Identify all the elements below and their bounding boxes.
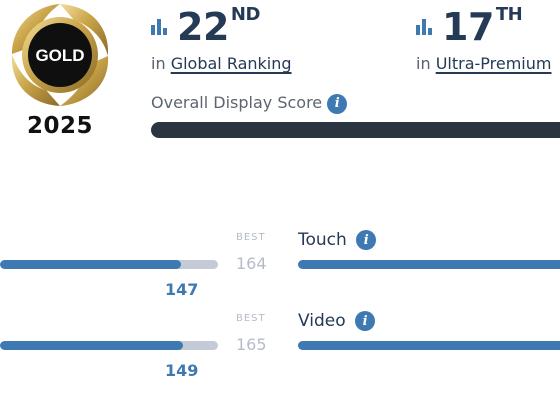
best-score-value: 164 xyxy=(236,254,267,273)
left-score-bar-track xyxy=(0,260,218,269)
touch-label: Touch xyxy=(298,230,347,250)
bar-chart-icon xyxy=(151,19,167,35)
global-rank-number: 22 ND xyxy=(177,4,260,49)
global-rank-suffix: ND xyxy=(230,4,261,25)
touch-score-bar xyxy=(298,260,560,269)
left-score-bar-track xyxy=(0,341,218,350)
left-score-value: 147 xyxy=(165,280,199,299)
overall-score-text: Overall Display Score xyxy=(151,93,323,112)
global-ranking-prefix: in xyxy=(151,54,166,73)
video-label: Video xyxy=(298,311,346,331)
gold-badge-graphic: GOLD xyxy=(11,4,109,106)
touch-category: Touch i xyxy=(298,230,377,250)
badge-label: GOLD xyxy=(35,46,84,65)
info-icon[interactable]: i xyxy=(327,93,348,114)
info-icon[interactable]: i xyxy=(356,230,377,250)
segment-ranking-prefix: in xyxy=(416,54,431,73)
segment-rank-suffix: TH xyxy=(495,4,523,25)
segment-ranking-link[interactable]: Ultra-Premium xyxy=(435,54,552,73)
video-score-bar xyxy=(298,341,560,350)
global-ranking-block: 22 ND xyxy=(151,4,260,49)
global-ranking-caption: in Global Ranking xyxy=(151,54,292,73)
segment-ranking-block: 17 TH xyxy=(416,4,523,49)
best-label: BEST xyxy=(236,232,266,243)
left-score-bar-fill xyxy=(0,341,184,350)
overall-score-label: Overall Display Score i xyxy=(151,93,348,114)
left-score-value: 149 xyxy=(165,361,199,380)
global-ranking-link[interactable]: Global Ranking xyxy=(170,54,292,73)
best-label: BEST xyxy=(236,313,266,324)
video-category: Video i xyxy=(298,311,376,331)
best-score-value: 165 xyxy=(236,335,267,354)
left-score-bar-fill xyxy=(0,260,181,269)
badge-year: 2025 xyxy=(26,113,93,139)
info-icon[interactable]: i xyxy=(355,311,376,331)
bar-chart-icon xyxy=(416,19,432,35)
segment-ranking-caption: in Ultra-Premium xyxy=(416,54,551,73)
overall-score-bar xyxy=(151,122,560,138)
segment-rank-number: 17 TH xyxy=(442,4,523,49)
gold-badge: GOLD xyxy=(0,0,120,110)
